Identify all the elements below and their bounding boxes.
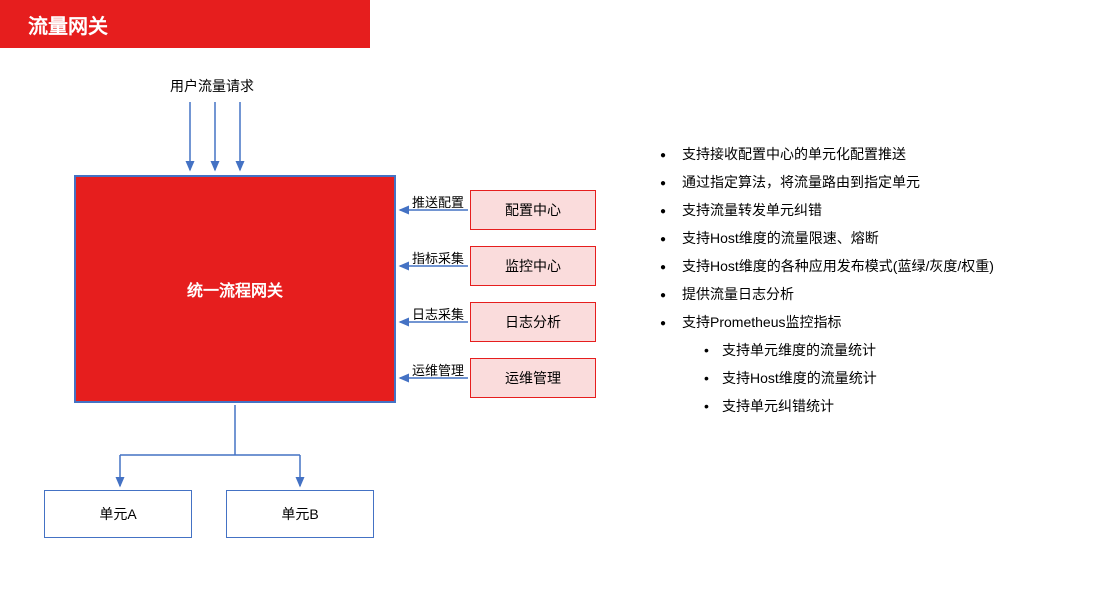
title-banner: 流量网关 — [0, 0, 370, 48]
list-item: 通过指定算法，将流量路由到指定单元 — [660, 168, 1080, 196]
title-text: 流量网关 — [28, 10, 108, 39]
list-item: 提供流量日志分析 — [660, 280, 1080, 308]
list-text: 支持流量转发单元纠错 — [682, 202, 822, 218]
list-text: 支持Host维度的流量限速、熔断 — [682, 230, 879, 246]
list-text: 支持单元维度的流量统计 — [722, 342, 876, 358]
gateway-box: 统一流程网关 — [74, 175, 396, 403]
unit-label: 单元B — [281, 504, 318, 524]
list-text: 支持单元纠错统计 — [722, 398, 834, 414]
list-subitem: 支持Host维度的流量统计 — [704, 364, 1080, 392]
side-box-ops: 运维管理 — [470, 358, 596, 398]
list-text: 提供流量日志分析 — [682, 286, 794, 302]
list-text: 支持Host维度的流量统计 — [722, 370, 877, 386]
unit-box-b: 单元B — [226, 490, 374, 538]
arrow-label-monitor: 指标采集 — [404, 248, 464, 267]
list-item: 支持Prometheus监控指标 支持单元维度的流量统计 支持Host维度的流量… — [660, 308, 1080, 420]
list-subitem: 支持单元纠错统计 — [704, 392, 1080, 420]
arrow-label-ops: 运维管理 — [404, 360, 464, 379]
list-item: 支持接收配置中心的单元化配置推送 — [660, 140, 1080, 168]
architecture-diagram: 用户流量请求 统一流程网关 配置中心 推送配置 监控中心 指标采集 日志分析 日… — [20, 60, 640, 580]
side-box-label: 监控中心 — [505, 256, 561, 276]
side-box-log: 日志分析 — [470, 302, 596, 342]
user-request-label: 用户流量请求 — [170, 76, 254, 96]
list-text: 通过指定算法，将流量路由到指定单元 — [682, 174, 920, 190]
list-item: 支持Host维度的各种应用发布模式(蓝绿/灰度/权重) — [660, 252, 1080, 280]
list-subitem: 支持单元维度的流量统计 — [704, 336, 1080, 364]
side-box-label: 日志分析 — [505, 312, 561, 332]
arrow-label-log: 日志采集 — [404, 304, 464, 323]
side-box-config: 配置中心 — [470, 190, 596, 230]
list-text: 支持接收配置中心的单元化配置推送 — [682, 146, 906, 162]
unit-label: 单元A — [99, 504, 136, 524]
list-text: 支持Prometheus监控指标 — [682, 314, 841, 330]
unit-box-a: 单元A — [44, 490, 192, 538]
arrow-label-config: 推送配置 — [404, 192, 464, 211]
gateway-label: 统一流程网关 — [187, 277, 283, 301]
side-box-label: 运维管理 — [505, 368, 561, 388]
list-item: 支持Host维度的流量限速、熔断 — [660, 224, 1080, 252]
list-text: 支持Host维度的各种应用发布模式(蓝绿/灰度/权重) — [682, 258, 994, 274]
side-box-monitor: 监控中心 — [470, 246, 596, 286]
list-item: 支持流量转发单元纠错 — [660, 196, 1080, 224]
feature-list: 支持接收配置中心的单元化配置推送 通过指定算法，将流量路由到指定单元 支持流量转… — [660, 140, 1080, 420]
side-box-label: 配置中心 — [505, 200, 561, 220]
